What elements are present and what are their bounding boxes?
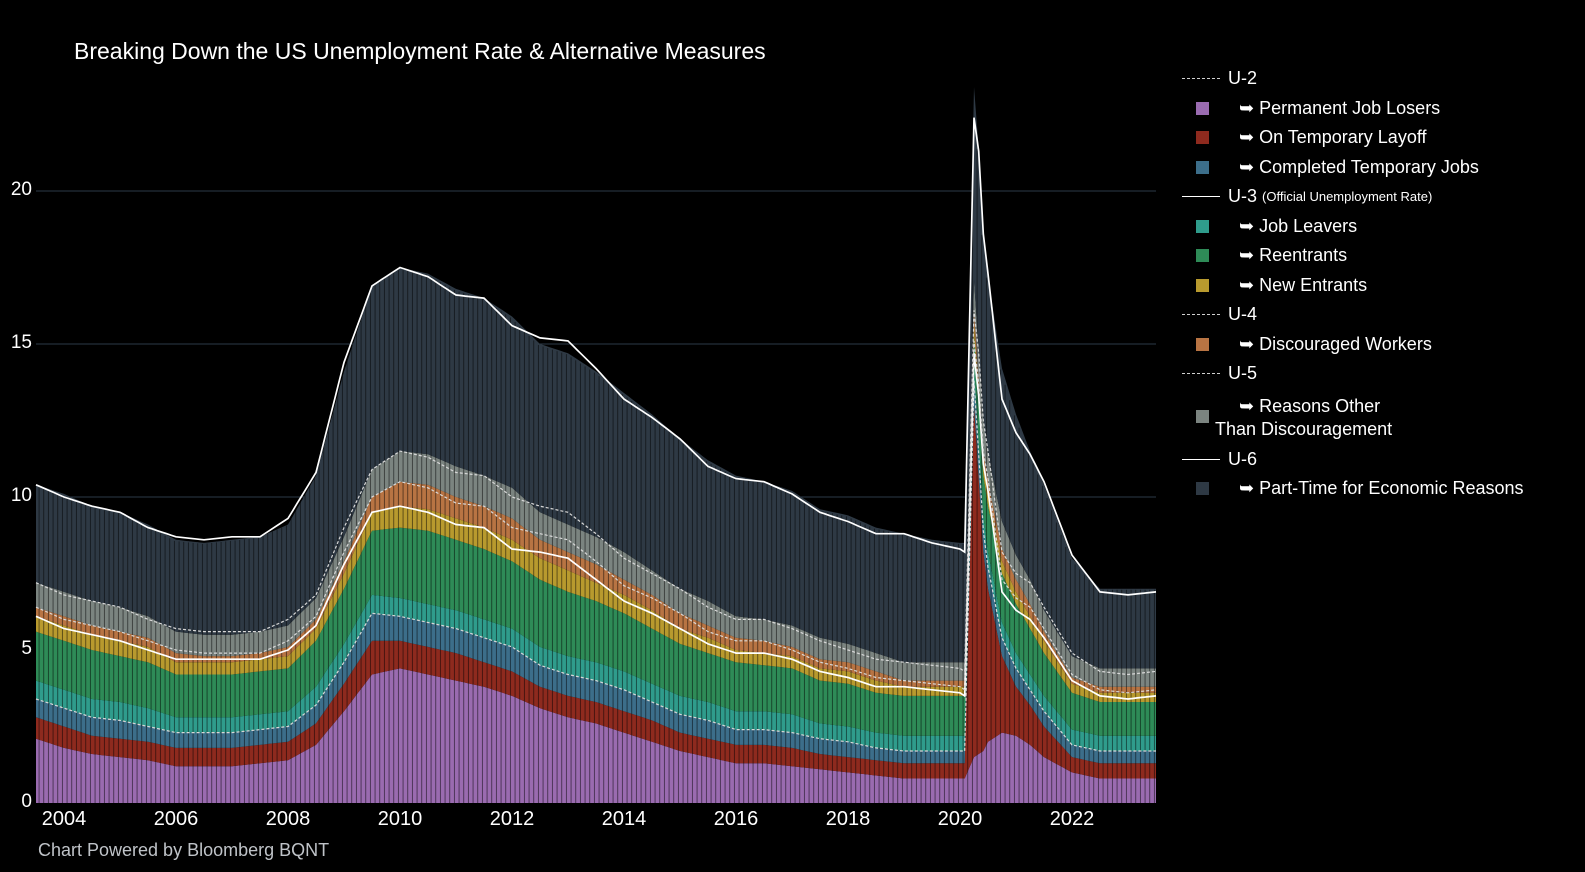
legend-item: ➥ On Temporary Layoff — [1182, 127, 1427, 148]
legend-item: U-3 (Official Unemployment Rate) — [1182, 186, 1432, 207]
legend-line-icon — [1182, 78, 1220, 79]
chart-credit: Chart Powered by Bloomberg BQNT — [38, 840, 330, 860]
legend-swatch-icon — [1196, 131, 1209, 144]
line-u-5 — [35, 310, 1157, 676]
legend-label: U-5 — [1228, 363, 1258, 383]
x-tick-label: 2014 — [601, 808, 647, 830]
legend-swatch-icon — [1196, 160, 1209, 174]
legend-line-icon — [1182, 373, 1220, 374]
legend-item: ➥ Discouraged Workers — [1182, 334, 1432, 355]
line-u-6 — [35, 117, 1157, 596]
legend-label: ➥ New Entrants — [1239, 274, 1368, 295]
legend-label: ➥ Permanent Job Losers — [1239, 97, 1441, 118]
line-u-4 — [35, 340, 1157, 694]
legend-swatch-icon — [1196, 337, 1209, 351]
legend-swatch-icon — [1196, 409, 1209, 423]
legend-label: ➥ Reentrants — [1239, 245, 1348, 265]
legend-swatch-icon — [1196, 219, 1209, 233]
legend-item: ➥ Reasons Other Than Discouragement — [1182, 393, 1392, 440]
y-tick-label: 20 — [10, 179, 32, 200]
legend-line-icon — [1182, 314, 1220, 315]
legend-item: ➥ Permanent Job Losers — [1182, 98, 1440, 119]
legend-label: ➥ Discouraged Workers — [1239, 333, 1432, 354]
legend-swatch-icon — [1196, 249, 1209, 262]
legend-item: U-4 — [1182, 304, 1257, 325]
legend-item: U-5 — [1182, 363, 1257, 384]
y-tick-label: 0 — [21, 791, 32, 812]
legend-swatch-icon — [1196, 278, 1209, 292]
area-series-3 — [36, 365, 1156, 751]
area-series-1 — [36, 405, 1156, 779]
legend-label: U-6 — [1228, 448, 1258, 469]
legend-label: ➥ Completed Temporary Jobs — [1239, 156, 1479, 177]
legend-item: ➥ Job Leavers — [1182, 216, 1357, 237]
x-tick-label: 2022 — [1049, 808, 1095, 830]
legend-label: U-3 — [1228, 186, 1258, 206]
legend-swatch-icon — [1196, 482, 1209, 495]
area-series-8 — [36, 87, 1156, 669]
legend-line-icon — [1182, 458, 1220, 460]
x-tick-label: 2006 — [153, 808, 199, 830]
legend-label: ➥ On Temporary Layoff — [1239, 127, 1427, 147]
legend-item: U-2 — [1182, 68, 1257, 89]
legend-item: U-6 — [1182, 449, 1257, 470]
line-u-3 — [35, 353, 1157, 700]
legend-item: ➥ Part-Time for Economic Reasons — [1182, 478, 1524, 499]
x-tick-label: 2004 — [41, 808, 87, 830]
legend-item: ➥ New Entrants — [1182, 275, 1367, 296]
x-tick-label: 2016 — [713, 808, 759, 830]
x-tick-label: 2010 — [377, 808, 423, 830]
legend-swatch-icon — [1196, 101, 1209, 115]
x-tick-label: 2008 — [265, 808, 311, 830]
x-tick-label: 2020 — [937, 808, 983, 830]
legend-item: ➥ Reentrants — [1182, 245, 1347, 266]
legend-label: ➥ Part-Time for Economic Reasons — [1239, 478, 1524, 498]
line-u-2 — [35, 380, 1156, 752]
legend-label: U-4 — [1228, 304, 1258, 324]
chart-title: Breaking Down the US Unemployment Rate &… — [74, 38, 766, 64]
legend-label-line2: Than Discouragement — [1215, 418, 1393, 439]
legend-label: ➥ Job Leavers — [1239, 215, 1358, 236]
legend-item: ➥ Completed Temporary Jobs — [1182, 157, 1479, 178]
legend-label: U-2 — [1228, 68, 1258, 88]
x-tick-label: 2012 — [489, 808, 535, 830]
y-tick-label: 15 — [10, 332, 32, 353]
x-tick-label: 2018 — [825, 808, 871, 830]
area-series-2 — [36, 380, 1156, 764]
legend-sublabel: (Official Unemployment Rate) — [1262, 189, 1433, 204]
legend-line-icon — [1182, 196, 1220, 197]
area-series-0 — [36, 668, 1156, 803]
legend-label: ➥ Reasons Other — [1239, 395, 1381, 416]
y-tick-label: 10 — [10, 485, 32, 506]
y-tick-label: 5 — [21, 638, 32, 659]
area-series-4 — [36, 334, 1156, 736]
